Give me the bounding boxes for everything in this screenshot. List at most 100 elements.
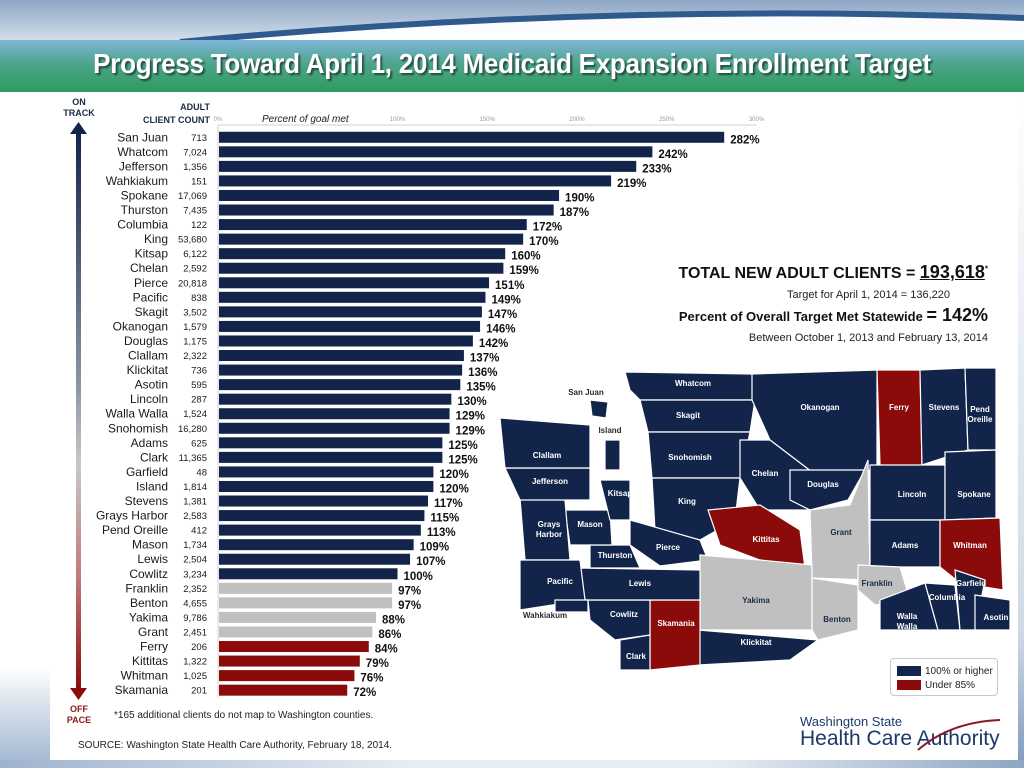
- bar: [219, 437, 443, 449]
- summary-panel: TOTAL NEW ADULT CLIENTS = 193,618* Targe…: [678, 262, 988, 344]
- map-label-skagit: Skagit: [675, 411, 700, 420]
- map-label-whatcom: Whatcom: [675, 379, 711, 388]
- bar: [219, 335, 473, 347]
- map-label-whitman: Whitman: [953, 541, 987, 550]
- county-name: Klickitat: [127, 363, 169, 377]
- bar-value-label: 151%: [495, 280, 524, 292]
- client-count: 1,381: [183, 497, 207, 508]
- county-name: Stevens: [125, 494, 168, 508]
- county-name: Clallam: [128, 349, 168, 363]
- off-pace-line2: PACE: [66, 715, 92, 725]
- county-yakima: [699, 554, 813, 631]
- bar: [219, 451, 443, 463]
- x-tick-label: 250%: [659, 117, 675, 123]
- total-value: 193,618: [919, 262, 985, 282]
- map-label-okanogan: Okanogan: [800, 403, 840, 412]
- county-name: Skamania: [115, 683, 169, 697]
- x-tick-label: 0%: [214, 117, 223, 123]
- x-tick-label: 100%: [390, 117, 406, 123]
- map-label-ferry: Ferry: [888, 403, 909, 412]
- bar-value-label: 137%: [470, 353, 499, 365]
- bar-value-label: 147%: [488, 309, 517, 321]
- bar-value-label: 125%: [448, 440, 477, 452]
- bar-value-label: 187%: [560, 207, 589, 219]
- county-name: King: [144, 232, 168, 246]
- bar: [219, 204, 554, 216]
- client-count: 201: [191, 686, 207, 697]
- map-label-mason: Mason: [577, 520, 603, 529]
- header-decoration: [0, 0, 1024, 42]
- x-axis: 0% 100% 150% 200% 250% 300%: [214, 117, 765, 698]
- client-count: 2,583: [183, 511, 207, 522]
- client-count: 4,655: [183, 598, 207, 609]
- bar: [219, 233, 524, 245]
- legend-swatch-on-track: [897, 666, 921, 676]
- county-name: Jefferson: [119, 159, 168, 173]
- legend-item-on-track: 100% or higher: [897, 665, 993, 677]
- bars: San Juan 713 282% Whatcom 7,024 242% Jefferson…: [96, 130, 760, 699]
- bar: [219, 466, 434, 478]
- direction-arrow: [70, 122, 87, 700]
- bar-value-label: 100%: [404, 571, 433, 583]
- bar-value-label: 242%: [658, 149, 687, 161]
- bar: [219, 131, 725, 143]
- arrow-down-icon: [70, 688, 87, 700]
- county-name: San Juan: [117, 130, 168, 144]
- client-count: 412: [191, 526, 207, 537]
- bar-value-label: 120%: [439, 469, 468, 481]
- bar: [219, 670, 355, 682]
- on-track-line1: ON: [72, 97, 86, 107]
- county-name: Kittitas: [132, 654, 168, 668]
- map-label-chelan: Chelan: [751, 469, 779, 478]
- x-tick-label: 200%: [569, 117, 585, 123]
- client-count: 287: [191, 395, 207, 406]
- county-thurston: [589, 544, 641, 569]
- county-name: Thurston: [121, 203, 168, 217]
- bar-value-label: 79%: [366, 658, 389, 670]
- logo-line1: Washington State: [800, 714, 903, 729]
- county-name: Franklin: [125, 581, 168, 595]
- bottom-decoration: [0, 760, 1024, 768]
- header-adult: ADULT: [180, 102, 210, 112]
- bar-value-label: 282%: [730, 134, 759, 146]
- map-label-king: King: [678, 497, 696, 506]
- bar-value-label: 136%: [468, 367, 497, 379]
- bar: [219, 568, 398, 580]
- bar: [219, 219, 527, 231]
- map-label-spokane: Spokane: [957, 490, 991, 499]
- bar-value-label: 142%: [479, 338, 508, 350]
- bar: [219, 495, 429, 507]
- client-count: 1,175: [183, 336, 207, 347]
- bar-value-label: 146%: [486, 323, 515, 335]
- client-count: 2,592: [183, 264, 207, 275]
- county-name: Mason: [132, 538, 168, 552]
- client-count: 17,069: [178, 191, 207, 202]
- county-name: Spokane: [121, 188, 169, 202]
- map-label-benton: Benton: [823, 615, 851, 624]
- bar: [219, 146, 653, 158]
- hca-logo: Washington State Health Care Authority: [800, 714, 1010, 754]
- client-count: 2,322: [183, 351, 207, 362]
- map-label-lincoln: Lincoln: [897, 490, 927, 499]
- title-bar: [0, 40, 1024, 92]
- map-label-skamania: Skamania: [657, 619, 695, 628]
- bar-value-label: 170%: [529, 236, 558, 248]
- legend-swatch-under: [897, 680, 921, 690]
- map-label-kittitas: Kittitas: [752, 535, 780, 544]
- page-title: Progress Toward April 1, 2014 Medicaid E…: [93, 48, 931, 79]
- bar-value-label: 219%: [617, 178, 646, 190]
- bar: [219, 350, 464, 362]
- map-label-franklin: Franklin: [861, 579, 893, 588]
- bar: [219, 364, 463, 376]
- client-count: 1,579: [183, 322, 207, 333]
- county-island: [604, 439, 621, 471]
- county-name: Lewis: [137, 552, 168, 566]
- map-label-clallam: Clallam: [532, 451, 562, 460]
- county-name: Adams: [131, 436, 168, 450]
- county-name: Okanogan: [113, 319, 168, 333]
- logo-line2: Health Care Authority: [800, 727, 1000, 750]
- bar: [219, 422, 450, 434]
- county-asotin: [974, 594, 1011, 631]
- county-pierce: [629, 519, 709, 567]
